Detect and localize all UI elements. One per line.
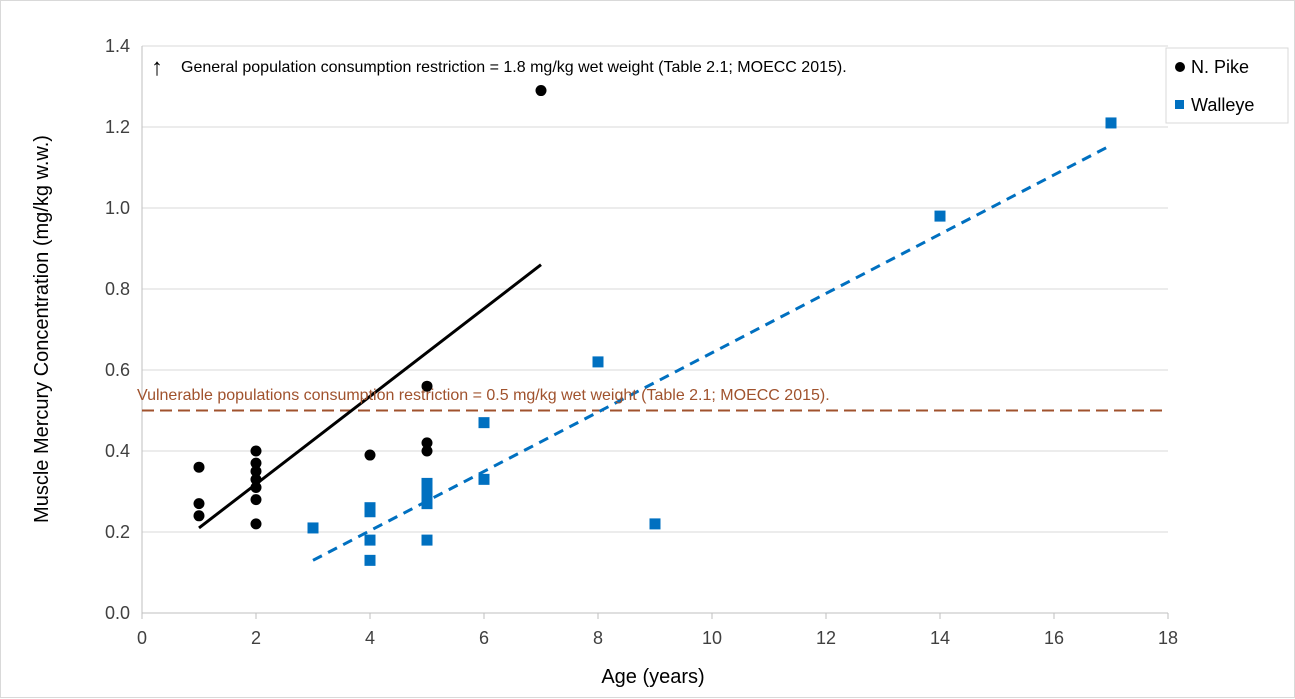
general-population-annotation: General population consumption restricti… [181, 59, 847, 76]
legend-walleye-marker [1175, 100, 1184, 109]
y-axis-title: Muscle Mercury Concentration (mg/kg w.w.… [31, 135, 53, 523]
legend-pike-label: N. Pike [1191, 57, 1249, 77]
x-tick-label-9: 18 [1158, 628, 1178, 648]
axis-layer: 0.0 0.2 0.4 0.6 0.8 1.0 1.2 1.4 0 2 4 6 8 10 12 14 16 18 [105, 36, 1178, 648]
y-tick-label-0: 0.0 [105, 603, 130, 623]
x-tick-label-3: 6 [479, 628, 489, 648]
walleye-trendline [312, 143, 1112, 562]
annotation-arrow-icon: ↑ [151, 54, 163, 81]
x-tick-label-6: 12 [816, 628, 836, 648]
pike-point-6 [250, 473, 262, 485]
legend-box [1165, 47, 1289, 124]
walleye-point-11 [478, 473, 490, 485]
walleye-point-12 [592, 356, 604, 368]
legend-pike-marker [1175, 62, 1185, 72]
walleye-point-15 [1105, 117, 1117, 129]
x-tick-label-1: 2 [251, 628, 261, 648]
pike-point-13 [421, 445, 433, 457]
walleye-point-8 [421, 498, 433, 510]
grid-layer [142, 45, 1168, 533]
pike-point-4 [250, 457, 262, 469]
y-tick-label-3: 0.6 [105, 360, 130, 380]
y-tick-label-7: 1.4 [105, 36, 130, 56]
y-tick-label-4: 0.8 [105, 279, 130, 299]
walleye-point-13 [649, 518, 661, 530]
pike-point-9 [250, 518, 262, 530]
x-tick-label-8: 16 [1044, 628, 1064, 648]
walleye-point-0 [307, 522, 319, 534]
pike-point-11 [421, 380, 433, 392]
pike-point-8 [250, 494, 262, 506]
x-axis-title: Age (years) [601, 666, 704, 688]
walleye-point-9 [421, 534, 433, 546]
legend-walleye-label: Walleye [1191, 95, 1254, 115]
pike-point-12 [421, 437, 433, 449]
data-point-layer [193, 85, 1117, 566]
y-tick-label-1: 0.2 [105, 522, 130, 542]
x-tick-label-4: 8 [593, 628, 603, 648]
walleye-point-2 [364, 506, 376, 518]
pike-point-3 [250, 445, 262, 457]
annotation-layer: ↑ General population consumption restric… [137, 54, 847, 404]
walleye-point-3 [364, 534, 376, 546]
trendline-layer [198, 143, 1112, 562]
pike-point-7 [250, 481, 262, 493]
axis-titles: Age (years) Muscle Mercury Concentration… [31, 135, 705, 688]
walleye-point-5 [421, 477, 433, 489]
walleye-point-6 [421, 486, 433, 497]
x-tick-label-0: 0 [137, 628, 147, 648]
walleye-point-14 [934, 210, 946, 222]
y-tick-label-5: 1.0 [105, 198, 130, 218]
pike-point-2 [193, 510, 205, 522]
pike-point-5 [250, 465, 262, 477]
pike-point-10 [364, 449, 376, 461]
pike-point-14 [535, 85, 547, 97]
walleye-point-4 [364, 554, 376, 566]
x-tick-label-2: 4 [365, 628, 375, 648]
y-tick-label-6: 1.2 [105, 117, 130, 137]
x-tick-label-7: 14 [930, 628, 950, 648]
legend: N. Pike Walleye [1165, 47, 1289, 124]
pike-point-0 [193, 461, 205, 473]
x-tick-label-5: 10 [702, 628, 722, 648]
vulnerable-populations-threshold-label: Vulnerable populations consumption restr… [137, 387, 830, 404]
y-tick-label-2: 0.4 [105, 441, 130, 461]
pike-point-1 [193, 498, 205, 510]
walleye-point-10 [478, 417, 490, 429]
